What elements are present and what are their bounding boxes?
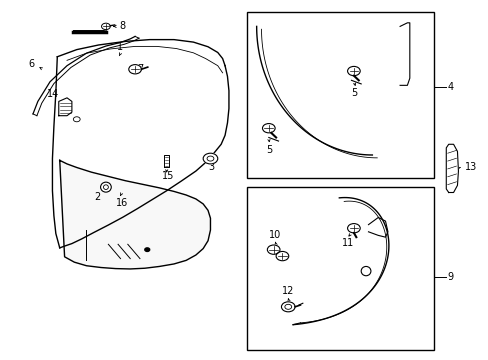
Polygon shape — [446, 144, 458, 193]
Circle shape — [276, 251, 288, 261]
Text: 10: 10 — [268, 230, 281, 240]
Text: 3: 3 — [208, 162, 214, 172]
Polygon shape — [164, 155, 169, 167]
Text: 16: 16 — [116, 198, 128, 207]
Circle shape — [347, 224, 360, 233]
Polygon shape — [59, 98, 72, 116]
Text: 12: 12 — [282, 286, 294, 296]
Circle shape — [128, 64, 141, 74]
Bar — [246, 12, 433, 178]
Circle shape — [267, 245, 280, 254]
Circle shape — [73, 117, 80, 122]
Bar — [246, 187, 433, 350]
Text: 5: 5 — [266, 145, 272, 155]
Circle shape — [102, 23, 110, 30]
Text: 4: 4 — [447, 82, 453, 92]
Text: 7: 7 — [137, 64, 143, 74]
Ellipse shape — [101, 182, 111, 192]
Circle shape — [347, 66, 360, 76]
Text: 8: 8 — [119, 21, 125, 31]
Circle shape — [144, 248, 149, 251]
Text: 1: 1 — [116, 42, 122, 52]
Circle shape — [281, 302, 294, 312]
Text: 11: 11 — [341, 238, 353, 248]
Circle shape — [262, 123, 275, 133]
Polygon shape — [60, 160, 210, 269]
Circle shape — [206, 156, 213, 161]
Ellipse shape — [103, 185, 108, 189]
Text: 15: 15 — [162, 171, 174, 181]
Text: 13: 13 — [464, 162, 476, 172]
Text: 5: 5 — [351, 88, 357, 98]
Text: 6: 6 — [28, 59, 34, 68]
Circle shape — [285, 304, 291, 309]
Circle shape — [203, 153, 217, 164]
Text: 9: 9 — [447, 271, 453, 282]
Polygon shape — [399, 23, 409, 85]
Ellipse shape — [361, 266, 370, 276]
Text: 2: 2 — [94, 192, 100, 202]
Text: 14: 14 — [46, 89, 59, 99]
